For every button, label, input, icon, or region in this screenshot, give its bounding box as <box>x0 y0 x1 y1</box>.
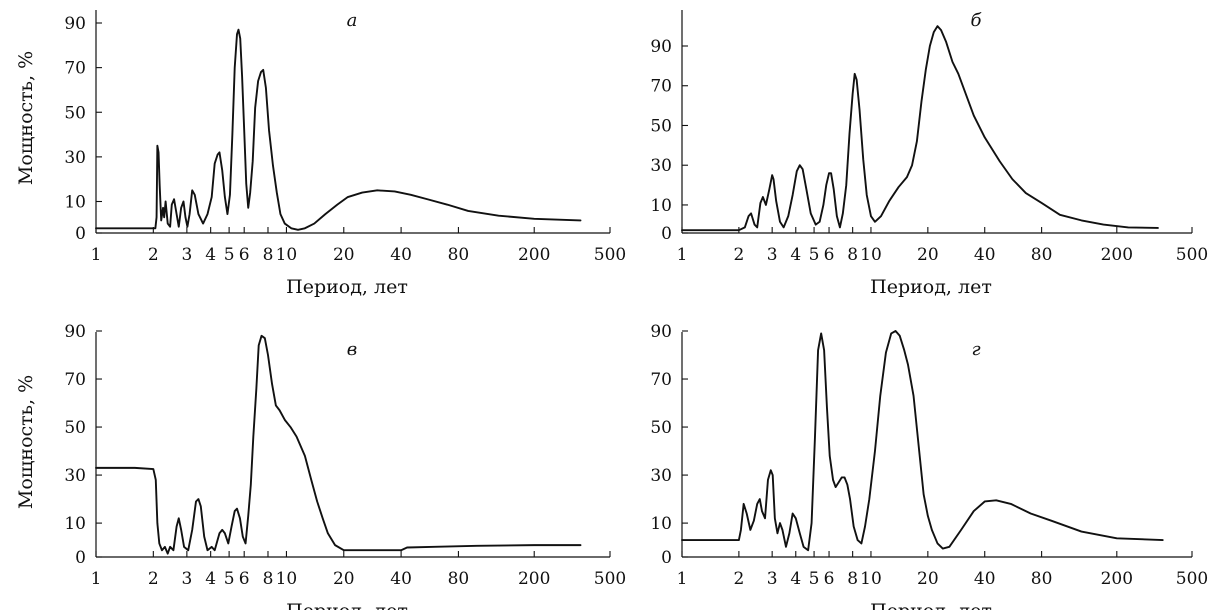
y-tick-label: 90 <box>64 322 86 342</box>
x-tick-label: 20 <box>917 245 939 265</box>
x-tick-label: 1 <box>677 245 688 265</box>
x-tick-label: 2 <box>733 569 744 589</box>
x-tick-label: 500 <box>594 245 626 265</box>
x-tick-label: 6 <box>824 245 835 265</box>
y-tick-label: 90 <box>650 322 672 342</box>
y-tick-label: 10 <box>650 196 672 216</box>
y-tick-label: 30 <box>650 156 672 176</box>
x-tick-label: 1 <box>677 569 688 589</box>
x-tick-label: 80 <box>1031 245 1053 265</box>
y-tick-label: 50 <box>64 103 86 123</box>
x-axis-title: Период, лет <box>870 276 992 298</box>
x-tick-label: 5 <box>224 569 235 589</box>
y-tick-label: 0 <box>661 224 672 244</box>
x-tick-label: 1 <box>91 569 102 589</box>
x-tick-label: 1 <box>91 245 102 265</box>
panel-label: а <box>347 10 358 31</box>
x-tick-label: 200 <box>518 245 550 265</box>
series-line <box>681 25 1159 232</box>
panel-label: в <box>347 339 357 360</box>
x-tick-label: 10 <box>276 245 298 265</box>
x-tick-label: 40 <box>390 569 412 589</box>
y-tick-label: 30 <box>650 466 672 486</box>
x-tick-label: 2 <box>148 245 159 265</box>
x-tick-label: 4 <box>790 245 801 265</box>
y-tick-label: 90 <box>64 14 86 34</box>
x-tick-label: 10 <box>276 569 298 589</box>
y-tick-label: 0 <box>661 548 672 568</box>
x-tick-label: 200 <box>1101 245 1133 265</box>
y-tick-label: 50 <box>650 418 672 438</box>
x-tick-label: 3 <box>181 569 192 589</box>
x-tick-label: 40 <box>974 245 996 265</box>
x-tick-label: 2 <box>733 245 744 265</box>
x-tick-label: 500 <box>594 569 626 589</box>
y-tick-label: 70 <box>650 77 672 97</box>
y-tick-label: 90 <box>650 37 672 57</box>
x-tick-label: 80 <box>448 569 470 589</box>
series-line <box>681 330 1164 552</box>
x-tick-label: 20 <box>333 245 355 265</box>
x-tick-label: 20 <box>333 569 355 589</box>
series-line <box>95 334 582 555</box>
y-tick-label: 30 <box>64 148 86 168</box>
y-axis-title: Мощность, % <box>15 375 37 509</box>
x-tick-label: 3 <box>181 245 192 265</box>
x-tick-label: 6 <box>824 569 835 589</box>
x-tick-label: 5 <box>809 245 820 265</box>
series-line <box>95 28 582 231</box>
x-tick-label: 10 <box>860 245 882 265</box>
x-tick-label: 40 <box>974 569 996 589</box>
x-tick-label: 500 <box>1176 569 1208 589</box>
x-tick-label: 40 <box>390 245 412 265</box>
x-axis-title: Период, лет <box>286 600 408 610</box>
x-tick-label: 4 <box>205 245 216 265</box>
panel-label: г <box>971 339 980 360</box>
x-tick-label: 80 <box>448 245 470 265</box>
x-tick-label: 3 <box>767 245 778 265</box>
x-tick-label: 3 <box>767 569 778 589</box>
x-tick-label: 6 <box>239 569 250 589</box>
x-tick-label: 8 <box>847 245 858 265</box>
y-tick-label: 70 <box>650 370 672 390</box>
x-axis-title: Период, лет <box>870 600 992 610</box>
x-tick-label: 2 <box>148 569 159 589</box>
x-tick-label: 200 <box>518 569 550 589</box>
y-tick-label: 50 <box>650 116 672 136</box>
x-tick-label: 500 <box>1176 245 1208 265</box>
y-tick-label: 10 <box>64 514 86 534</box>
panel-label: б <box>971 10 983 31</box>
x-tick-label: 8 <box>847 569 858 589</box>
y-tick-label: 70 <box>64 59 86 79</box>
x-tick-label: 80 <box>1031 569 1053 589</box>
y-tick-label: 10 <box>64 193 86 213</box>
x-tick-label: 4 <box>790 569 801 589</box>
y-tick-label: 0 <box>75 224 86 244</box>
y-axis-title: Мощность, % <box>15 51 37 185</box>
x-tick-label: 5 <box>224 245 235 265</box>
x-tick-label: 5 <box>809 569 820 589</box>
x-tick-label: 6 <box>239 245 250 265</box>
x-tick-label: 4 <box>205 569 216 589</box>
panel-g: 01030507090123456810204080200500Период, … <box>650 322 1208 610</box>
x-tick-label: 20 <box>917 569 939 589</box>
x-axis-title: Период, лет <box>286 276 408 298</box>
y-tick-label: 0 <box>75 548 86 568</box>
x-tick-label: 200 <box>1101 569 1133 589</box>
y-tick-label: 70 <box>64 370 86 390</box>
y-tick-label: 30 <box>64 466 86 486</box>
y-tick-label: 10 <box>650 514 672 534</box>
x-tick-label: 8 <box>263 569 274 589</box>
x-tick-label: 8 <box>263 245 274 265</box>
y-tick-label: 50 <box>64 418 86 438</box>
x-tick-label: 10 <box>860 569 882 589</box>
